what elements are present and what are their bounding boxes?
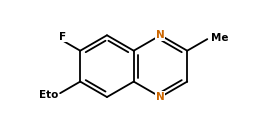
Text: N: N xyxy=(156,30,165,40)
Text: Eto: Eto xyxy=(39,90,59,100)
Text: F: F xyxy=(59,32,66,42)
Text: N: N xyxy=(156,92,165,102)
Text: Me: Me xyxy=(211,33,229,43)
